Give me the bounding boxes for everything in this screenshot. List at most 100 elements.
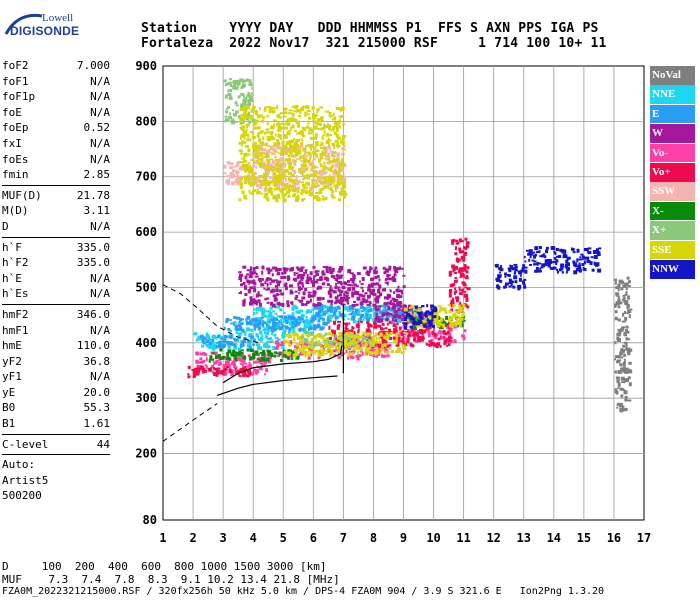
echo-point [412,332,416,336]
echo-point [578,266,582,271]
echo-point [583,260,586,265]
echo-point [245,368,248,371]
echo-point [285,319,289,321]
echo-point [329,285,332,289]
echo-point [340,353,344,357]
echo-point [325,266,328,269]
echo-point [425,343,428,345]
echo-point [280,170,284,174]
echo-point [406,312,410,317]
legend-item-sse: SSE [650,240,695,260]
echo-point [430,304,435,308]
echo-point [375,313,379,316]
echo-point [621,326,626,329]
legend-item-vo: Vo- [650,143,695,163]
echo-point [366,321,370,325]
echo-point [253,312,256,315]
echo-point [452,304,456,308]
echo-point [534,253,537,257]
echo-point [346,309,351,312]
echo-point [464,237,468,241]
echo-point [443,337,447,341]
echo-point [267,319,271,324]
echo-point [328,306,332,310]
echo-point [224,95,228,99]
echo-point [262,326,265,328]
echo-point [573,270,578,275]
echo-point [544,263,548,266]
echo-point [312,265,316,269]
echo-point [266,122,269,126]
echo-point [266,282,269,287]
echo-point [297,317,301,320]
echo-point [244,96,248,100]
echo-point [208,338,211,342]
echo-point [313,195,318,200]
echo-point [336,276,340,280]
echo-point [250,108,255,113]
echo-point [508,278,512,282]
echo-point [264,171,267,175]
series-nnw [403,246,602,330]
echo-point [249,296,253,300]
echo-point [229,329,233,332]
echo-point [223,334,227,337]
echo-point [392,278,397,283]
echo-point [334,314,337,318]
echo-point [256,302,258,306]
echo-point [238,332,243,336]
echo-point [259,131,263,135]
echo-point [327,179,332,182]
echo-point [559,248,564,252]
echo-point [320,304,324,308]
echo-point [243,196,248,200]
echo-point [309,344,313,349]
echo-point [283,111,288,115]
echo-point [256,162,260,165]
echo-point [375,355,379,358]
echo-point [330,170,334,173]
echo-point [447,332,451,336]
artist-version: Artist5 [2,473,49,487]
echo-point [549,266,554,270]
echo-point [281,193,285,197]
echo-point [315,340,319,345]
echo-point [413,314,416,318]
echo-point [400,267,404,270]
echo-point [617,359,621,362]
echo-point [238,175,241,179]
echo-point [219,348,223,352]
echo-point [421,335,425,339]
echo-point [237,95,241,99]
echo-point [321,282,325,285]
echo-point [265,327,270,331]
echo-point [367,325,371,327]
echo-point [253,126,258,130]
echo-point [394,319,398,323]
echo-point [332,158,337,163]
echo-point [346,328,349,330]
echo-point [390,277,394,281]
echo-point [292,159,295,163]
echo-point [275,181,279,186]
echo-point [403,307,408,312]
echo-point [627,399,632,402]
echo-point [617,370,622,374]
echo-point [249,269,252,274]
echo-point [284,146,288,150]
echo-point [347,344,351,349]
echo-point [313,293,316,297]
echo-point [303,127,307,132]
echo-point [446,344,449,347]
echo-point [295,178,298,182]
echo-point [340,282,343,286]
echo-point [288,351,291,355]
echo-point [233,345,238,350]
echo-point [306,175,310,179]
echo-point [373,325,378,329]
echo-point [413,325,417,330]
echo-point [245,363,248,365]
echo-point [232,113,236,115]
echo-point [424,315,428,318]
echo-point [334,334,338,338]
